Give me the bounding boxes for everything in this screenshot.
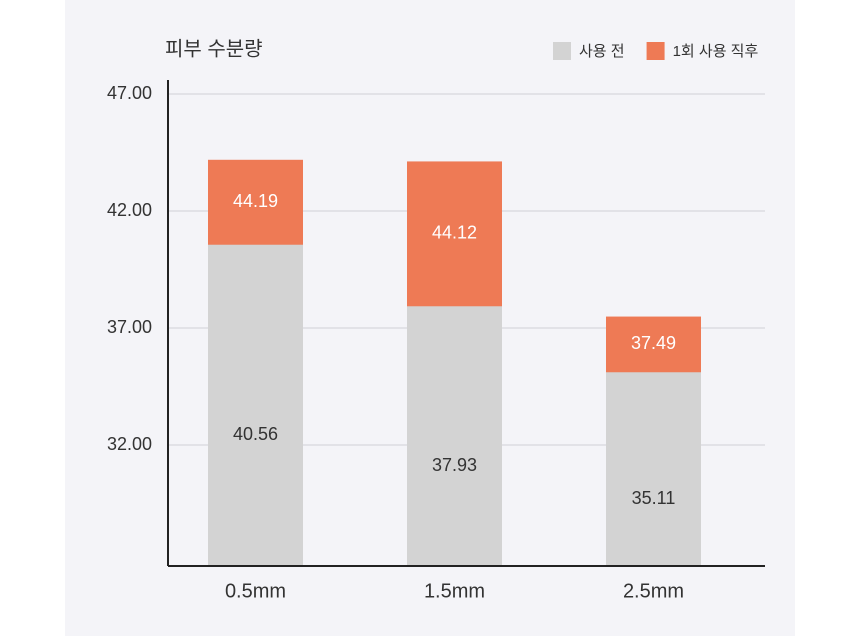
x-tick-label: 0.5mm: [225, 580, 286, 602]
x-tick-label: 2.5mm: [623, 580, 684, 602]
x-tick-label: 1.5mm: [424, 580, 485, 602]
bar: [606, 372, 701, 566]
value-label: 35.11: [632, 488, 676, 508]
y-tick-label: 32.00: [107, 434, 152, 454]
chart-title: 피부 수분량: [165, 37, 263, 60]
value-label: 37.93: [432, 455, 477, 475]
legend-label: 사용 전: [579, 43, 625, 60]
value-label: 44.12: [432, 223, 477, 243]
value-label: 44.19: [233, 191, 278, 211]
y-tick-label: 42.00: [107, 200, 152, 220]
bar: [407, 306, 502, 566]
legend-swatch: [553, 42, 571, 60]
y-tick-label: 47.00: [107, 83, 152, 103]
value-label: 37.49: [631, 333, 676, 353]
legend-label: 1회 사용 직후: [673, 43, 759, 60]
value-label: 40.56: [233, 424, 278, 444]
y-tick-label: 37.00: [107, 317, 152, 337]
legend-swatch: [646, 42, 665, 60]
bar: [208, 244, 303, 566]
